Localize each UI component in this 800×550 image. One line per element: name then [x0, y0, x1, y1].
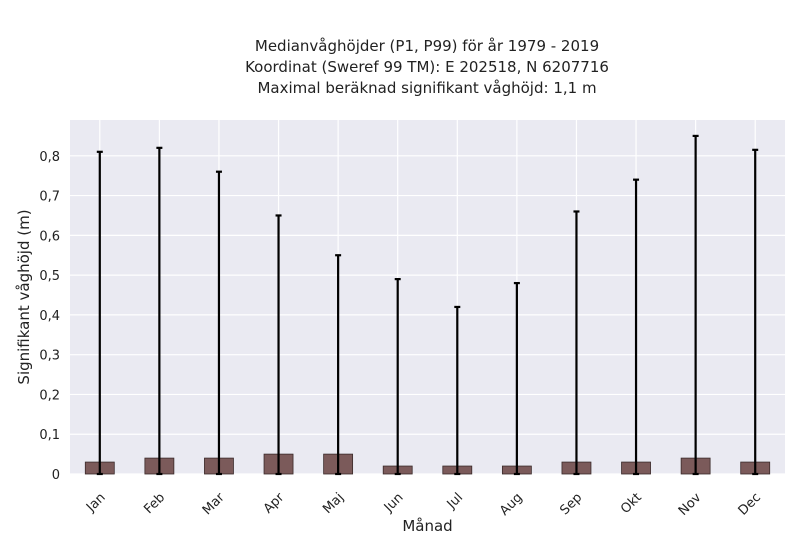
x-tick-label: Jan — [83, 490, 108, 515]
x-tick-label: Jun — [381, 490, 407, 516]
error-bars — [96, 134, 759, 476]
error-bar-aug — [513, 281, 520, 476]
error-bar-apr — [275, 214, 282, 476]
error-bar-feb — [156, 146, 163, 476]
error-bar-maj — [335, 254, 342, 476]
error-bar-okt — [633, 178, 640, 476]
x-axis-label: Månad — [402, 517, 452, 535]
title-line-1: Medianvåghöjder (P1, P99) för år 1979 - … — [255, 37, 599, 55]
chart-title: Medianvåghöjder (P1, P99) för år 1979 - … — [245, 37, 609, 97]
x-tick-label: Jul — [444, 490, 466, 512]
y-tick-label: 0,1 — [39, 428, 60, 443]
x-tick-label: Nov — [676, 490, 705, 519]
error-bar-jun — [394, 278, 401, 476]
y-tick-label: 0,6 — [39, 229, 60, 244]
plot-area — [70, 120, 785, 474]
y-tick-label: 0,8 — [39, 150, 60, 165]
x-tick-label: Feb — [141, 490, 168, 517]
x-tick-label: Dec — [736, 490, 764, 518]
y-tick-label: 0,5 — [39, 269, 60, 284]
y-axis-ticks: 0 0,1 0,2 0,3 0,4 0,5 0,6 0,7 0,8 — [39, 150, 60, 483]
x-tick-label: Okt — [618, 490, 645, 517]
x-tick-label: Mar — [200, 490, 228, 518]
y-tick-label: 0,2 — [39, 388, 60, 403]
y-tick-label: 0,4 — [39, 309, 60, 324]
title-line-3: Maximal beräknad signifikant våghöjd: 1,… — [257, 79, 596, 97]
x-axis-ticks: Jan Feb Mar Apr Maj Jun Jul Aug Sep Okt Nov Dec — [83, 490, 764, 519]
error-bar-sep — [573, 210, 580, 476]
y-tick-label: 0,3 — [39, 349, 60, 364]
y-tick-label: 0 — [52, 468, 60, 483]
y-tick-label: 0,7 — [39, 190, 60, 205]
x-tick-label: Maj — [320, 490, 347, 517]
error-bar-jan — [96, 150, 103, 476]
x-tick-label: Apr — [261, 490, 288, 517]
x-tick-label: Aug — [497, 490, 526, 519]
error-bar-nov — [692, 134, 699, 476]
x-tick-label: Sep — [557, 490, 585, 518]
error-bar-mar — [215, 170, 222, 476]
title-line-2: Koordinat (Sweref 99 TM): E 202518, N 62… — [245, 58, 609, 76]
error-bar-dec — [752, 148, 759, 476]
y-axis-label: Signifikant våghöjd (m) — [15, 209, 33, 384]
error-bar-jul — [454, 305, 461, 476]
